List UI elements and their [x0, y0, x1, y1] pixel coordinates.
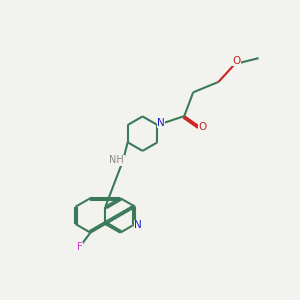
- Text: N: N: [157, 118, 165, 128]
- Text: O: O: [232, 56, 240, 65]
- Text: F: F: [77, 242, 83, 253]
- Text: NH: NH: [109, 155, 124, 165]
- Text: O: O: [199, 122, 207, 131]
- Text: N: N: [134, 220, 142, 230]
